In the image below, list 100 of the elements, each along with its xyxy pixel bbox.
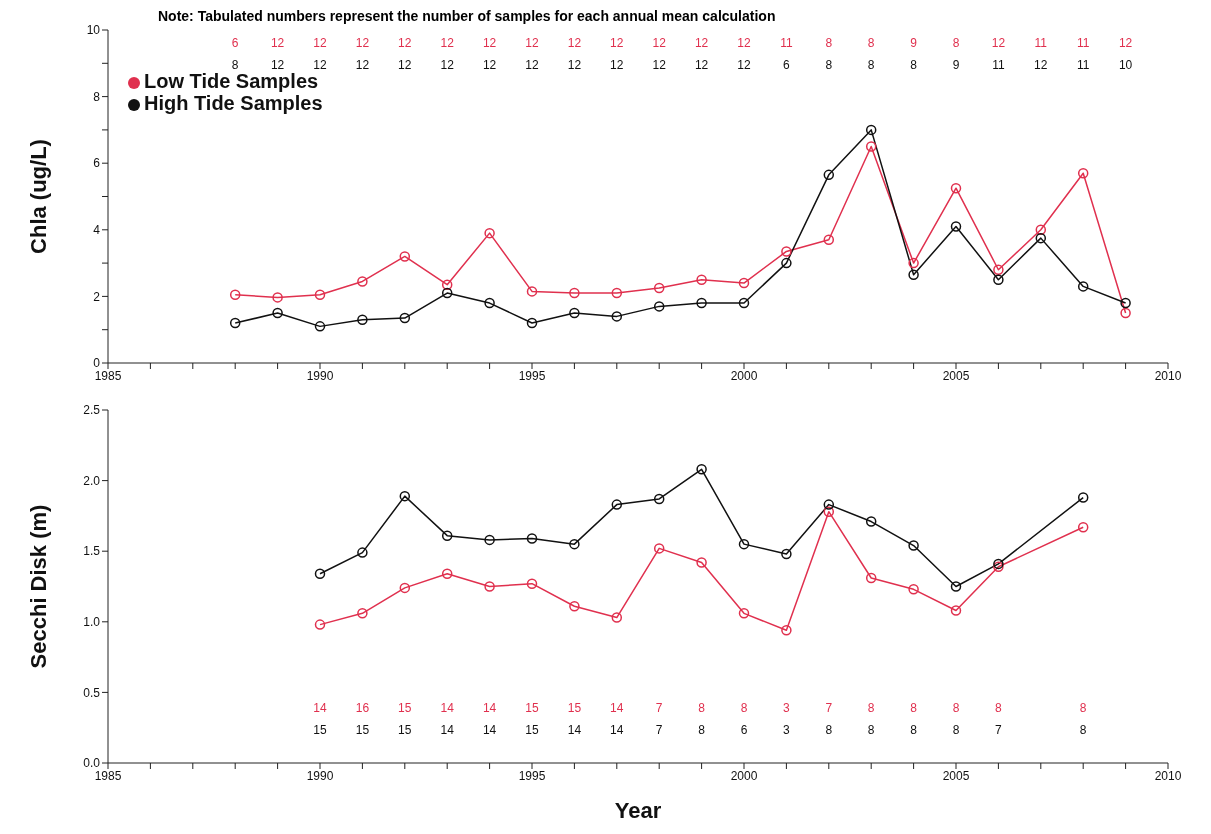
x-tick-label: 2000	[730, 768, 758, 783]
point	[823, 169, 835, 181]
point	[781, 548, 792, 560]
point	[272, 292, 283, 303]
y-tick-label: 8	[93, 89, 101, 104]
annotation: 8	[952, 723, 960, 738]
point	[569, 538, 580, 550]
annotation: 12	[440, 36, 455, 51]
y-tick-label: 2	[93, 289, 101, 304]
annotation: 3	[783, 701, 791, 716]
point	[950, 221, 962, 232]
annotation: 14	[610, 701, 624, 716]
point	[1035, 224, 1047, 236]
y-tick-label: 2.5	[83, 403, 101, 418]
point	[526, 317, 538, 329]
point	[229, 317, 241, 329]
point	[696, 297, 707, 309]
x-tick-label: 2000	[730, 368, 758, 383]
annotation: 11	[1076, 58, 1090, 73]
annotation: 8	[867, 723, 875, 738]
point	[993, 264, 1004, 276]
x-axis-title: Year	[614, 798, 662, 823]
annotation: 8	[740, 701, 748, 716]
point	[569, 601, 580, 612]
point	[781, 246, 792, 257]
annotation: 15	[525, 701, 539, 716]
annotation: 15	[313, 723, 327, 738]
point	[314, 619, 326, 630]
annotation: 12	[737, 36, 751, 51]
point	[569, 307, 580, 319]
annotation: 15	[398, 701, 412, 716]
annotation: 8	[910, 701, 918, 716]
point	[1120, 307, 1131, 319]
annotation: 12	[567, 58, 582, 73]
point	[484, 227, 495, 239]
point	[738, 297, 750, 309]
x-tick-label: 1995	[518, 768, 546, 783]
annotation: 7	[655, 701, 663, 716]
annotation: 14	[313, 701, 327, 716]
annotation: 12	[398, 36, 412, 51]
point	[229, 289, 241, 300]
point	[653, 282, 665, 294]
point	[611, 612, 623, 623]
annotation: 8	[1079, 723, 1087, 738]
y-tick-label: 1.0	[83, 615, 101, 630]
x-tick-label: 1995	[518, 368, 546, 383]
x-tick-label: 2005	[942, 368, 970, 383]
annotation: 15	[567, 701, 582, 716]
y-tick-label: 2.0	[83, 473, 101, 488]
annotation: 12	[270, 58, 285, 73]
annotation: 8	[910, 58, 918, 73]
point	[1120, 297, 1131, 309]
y-tick-label: 10	[86, 23, 101, 38]
annotation: 8	[698, 701, 706, 716]
annotation: 11	[992, 58, 1005, 73]
point	[357, 314, 368, 325]
point	[865, 572, 877, 584]
point	[1077, 167, 1089, 179]
annotation: 7	[825, 701, 833, 716]
annotation: 12	[652, 36, 667, 51]
y-tick-label: 0.0	[83, 756, 101, 771]
y-axis-title: Secchi Disk (m)	[25, 504, 51, 669]
point	[653, 543, 665, 554]
point	[399, 582, 411, 594]
legend-label: High Tide Samples	[144, 92, 323, 114]
point	[865, 516, 877, 527]
point	[823, 234, 835, 246]
annotation: 11	[780, 36, 793, 51]
point	[653, 493, 665, 505]
annotation: 12	[355, 36, 370, 51]
annotation: 12	[398, 58, 412, 73]
annotation: 8	[867, 36, 875, 51]
annotation: 14	[440, 701, 455, 716]
point	[611, 499, 623, 510]
x-tick-label: 2010	[1154, 368, 1182, 383]
point	[314, 321, 326, 332]
annotation: 14	[610, 723, 624, 738]
point	[399, 490, 411, 502]
point	[738, 608, 750, 619]
text: Note: Tabulated numbers represent the number of samples for each annual mean calculation	[158, 8, 776, 24]
annotation: 8	[867, 701, 875, 716]
annotation: 12	[694, 58, 709, 73]
point	[314, 568, 326, 580]
annotation: 12	[525, 58, 539, 73]
annotation: 8	[1079, 701, 1087, 716]
y-tick-label: 0.5	[83, 685, 101, 700]
annotation: 15	[525, 723, 539, 738]
point	[569, 287, 580, 299]
annotation: 12	[525, 36, 539, 51]
point	[908, 584, 919, 595]
annotation: 11	[1076, 36, 1090, 51]
annotation: 11	[1034, 36, 1048, 51]
annotation: 14	[482, 701, 497, 716]
point	[738, 538, 750, 550]
point	[696, 464, 707, 475]
annotation: 12	[1118, 36, 1133, 51]
annotation: 12	[313, 58, 327, 73]
point	[950, 182, 962, 194]
point	[1035, 232, 1047, 244]
point	[738, 277, 750, 289]
